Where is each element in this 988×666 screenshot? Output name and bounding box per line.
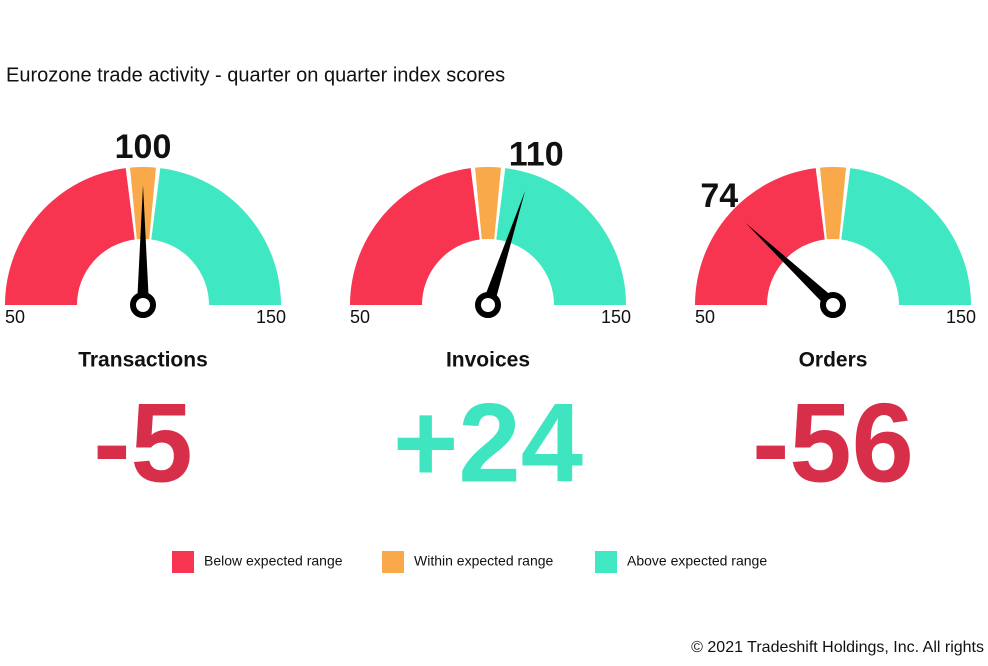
- gauge-band: [475, 167, 501, 240]
- gauge-value-label: 110: [509, 136, 564, 174]
- gauge-needle: [482, 190, 526, 307]
- chart-title: Eurozone trade activity - quarter on qua…: [6, 64, 505, 86]
- change-value: -5: [93, 381, 193, 506]
- legend-swatch: [595, 551, 617, 573]
- needle-pivot: [130, 292, 156, 318]
- range-max-label: 150: [946, 307, 976, 327]
- gauge-band: [350, 168, 480, 305]
- legend-label: Within expected range: [414, 553, 554, 569]
- range-min-label: 50: [350, 307, 370, 327]
- gauge-name: Orders: [799, 349, 868, 372]
- gauge-value-label: 74: [700, 177, 738, 215]
- gauge-name: Invoices: [446, 349, 530, 372]
- gauge-band: [841, 168, 971, 305]
- needle-pivot: [475, 292, 501, 318]
- gauge-band: [820, 166, 846, 240]
- legend-swatch: [382, 551, 404, 573]
- change-value: +24: [393, 381, 583, 506]
- legend-label: Above expected range: [627, 553, 767, 569]
- gauge-value-label: 100: [115, 128, 172, 166]
- range-min-label: 50: [695, 307, 715, 327]
- legend-label: Below expected range: [204, 553, 343, 569]
- legend-swatch: [172, 551, 194, 573]
- gauge-needle: [745, 222, 838, 310]
- gauge-needle: [137, 185, 149, 305]
- needle-pivot: [820, 292, 846, 318]
- copyright: © 2021 Tradeshift Holdings, Inc. All rig…: [691, 639, 984, 656]
- range-min-label: 50: [5, 307, 25, 327]
- change-value: -56: [752, 381, 914, 506]
- gauge-band: [496, 168, 626, 305]
- gauge-band: [5, 168, 135, 305]
- gauge-band: [151, 168, 281, 305]
- range-max-label: 150: [256, 307, 286, 327]
- range-max-label: 150: [601, 307, 631, 327]
- gauge-name: Transactions: [78, 349, 208, 372]
